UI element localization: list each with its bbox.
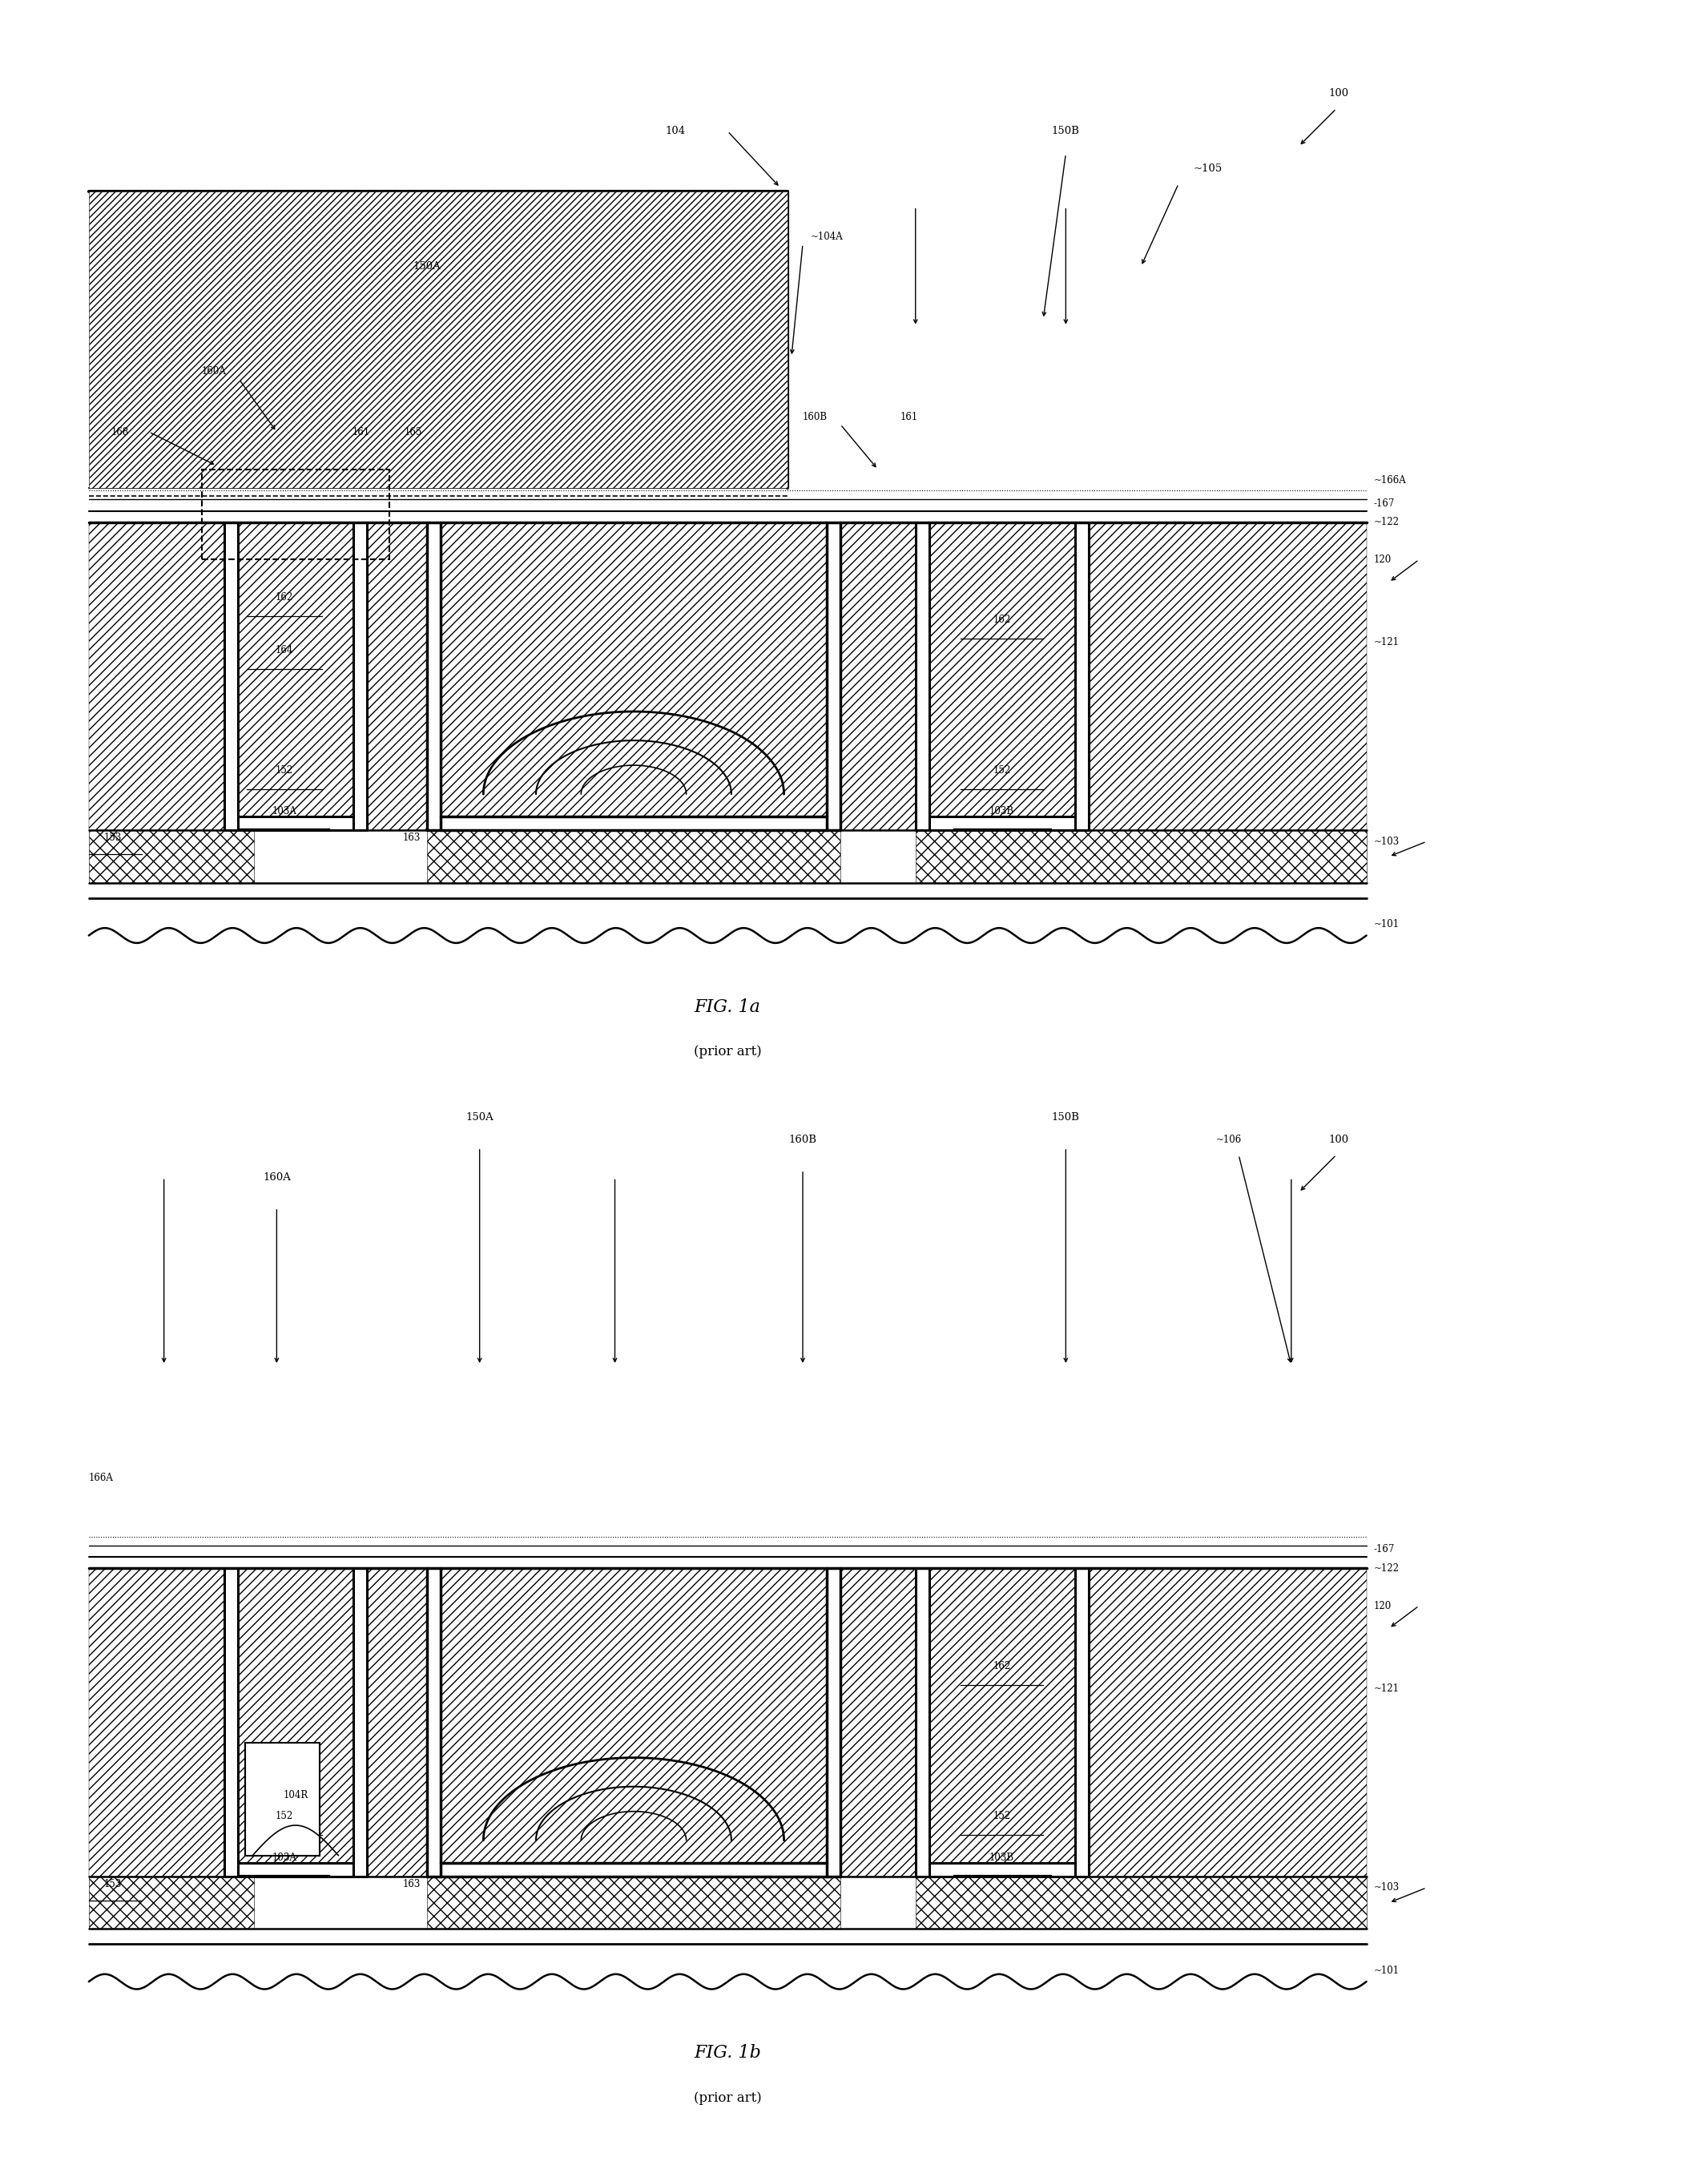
Text: ~122: ~122: [1373, 518, 1399, 526]
Bar: [441, 522, 827, 818]
Bar: [246, 1743, 319, 1855]
Text: 104: 104: [664, 125, 685, 136]
Bar: [89, 522, 1366, 830]
Text: 100: 100: [1329, 88, 1349, 99]
Bar: [89, 192, 787, 487]
Text: 162: 162: [992, 1661, 1011, 1672]
Bar: [427, 522, 840, 830]
Bar: [427, 830, 840, 882]
Text: (prior art): (prior art): [693, 2092, 762, 2105]
Text: FIG. 1b: FIG. 1b: [693, 2045, 762, 2062]
Bar: [929, 1568, 1074, 1864]
Bar: [915, 522, 1088, 830]
Text: 160A: 160A: [202, 367, 225, 377]
Bar: [929, 522, 1074, 818]
Text: 150A: 150A: [413, 261, 441, 272]
Text: 168: 168: [111, 427, 130, 438]
Bar: [427, 1877, 840, 1928]
Bar: [202, 470, 389, 559]
Text: 160B: 160B: [789, 1135, 816, 1145]
Text: ~166A: ~166A: [1373, 475, 1407, 485]
Text: 103A: 103A: [272, 807, 297, 818]
Text: -167: -167: [1373, 1544, 1395, 1555]
Text: ~122: ~122: [1373, 1564, 1399, 1572]
Bar: [441, 1568, 827, 1864]
Bar: [224, 522, 367, 830]
Text: ~101: ~101: [1373, 919, 1399, 930]
Text: 166A: 166A: [89, 1473, 113, 1484]
Text: 120: 120: [1373, 1600, 1392, 1611]
Text: 165: 165: [405, 427, 422, 438]
Text: ~103: ~103: [1373, 1883, 1401, 1894]
Text: 163: 163: [403, 833, 420, 843]
Text: 160B: 160B: [803, 412, 828, 423]
Text: 152: 152: [992, 766, 1011, 774]
Bar: [224, 1568, 367, 1877]
Bar: [237, 1568, 354, 1864]
Text: 103A: 103A: [272, 1853, 297, 1864]
Text: 150A: 150A: [466, 1113, 494, 1122]
Text: ~105: ~105: [1194, 164, 1223, 175]
Bar: [915, 1568, 1088, 1877]
Text: 161: 161: [900, 412, 919, 423]
Text: 103B: 103B: [989, 1853, 1015, 1864]
Text: ~106: ~106: [1216, 1135, 1242, 1145]
Text: 164: 164: [275, 645, 294, 656]
Text: -167: -167: [1373, 498, 1395, 509]
Text: 152: 152: [275, 766, 294, 774]
Bar: [915, 830, 1366, 882]
Text: 152: 152: [992, 1812, 1011, 1821]
Bar: [427, 1568, 840, 1877]
Text: ~104A: ~104A: [810, 231, 844, 242]
Text: 120: 120: [1373, 554, 1392, 565]
Text: FIG. 1a: FIG. 1a: [695, 999, 760, 1016]
Text: 161: 161: [352, 427, 369, 438]
Text: 150B: 150B: [1052, 125, 1079, 136]
Text: (prior art): (prior art): [693, 1046, 762, 1059]
Text: 152: 152: [275, 1812, 294, 1821]
Text: 162: 162: [992, 615, 1011, 626]
Text: 104R: 104R: [284, 1790, 307, 1801]
Bar: [89, 1568, 1366, 1877]
Bar: [915, 1877, 1366, 1928]
Text: 162: 162: [275, 591, 294, 602]
Bar: [89, 830, 254, 882]
Text: ~121: ~121: [1373, 1682, 1399, 1693]
Text: 150B: 150B: [1052, 1113, 1079, 1122]
Text: 163: 163: [403, 1879, 420, 1890]
Bar: [237, 522, 354, 818]
Text: 160A: 160A: [263, 1171, 290, 1182]
Bar: [89, 1877, 254, 1928]
Text: ~101: ~101: [1373, 1965, 1399, 1976]
Text: 153: 153: [104, 833, 121, 843]
Text: ~121: ~121: [1373, 636, 1399, 647]
Text: ~103: ~103: [1373, 837, 1401, 848]
Text: 103B: 103B: [989, 807, 1015, 818]
Text: 100: 100: [1329, 1135, 1349, 1145]
Text: 153: 153: [104, 1879, 121, 1890]
